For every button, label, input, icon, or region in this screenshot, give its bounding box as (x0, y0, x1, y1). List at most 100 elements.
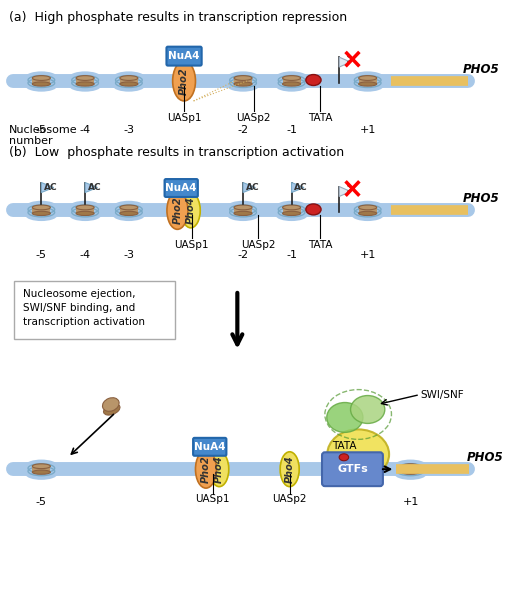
Text: TATA: TATA (308, 113, 332, 123)
Text: UASp2: UASp2 (236, 113, 271, 123)
Text: UASp1: UASp1 (196, 494, 230, 504)
Text: -5: -5 (36, 497, 47, 507)
Text: AC: AC (88, 183, 102, 192)
Text: UASp2: UASp2 (272, 494, 307, 504)
Text: -4: -4 (80, 250, 90, 260)
Bar (282, 208, 301, 214)
Bar (234, 78, 252, 84)
Polygon shape (339, 57, 351, 67)
Polygon shape (292, 182, 304, 193)
Ellipse shape (33, 205, 50, 210)
Text: SWI/SNF: SWI/SNF (420, 389, 464, 400)
Bar (120, 78, 138, 84)
Ellipse shape (196, 451, 216, 488)
Text: UASp1: UASp1 (174, 240, 209, 250)
Ellipse shape (327, 430, 389, 479)
Ellipse shape (120, 76, 138, 80)
FancyBboxPatch shape (165, 179, 198, 197)
Ellipse shape (234, 82, 252, 86)
Bar (76, 78, 94, 84)
Ellipse shape (181, 193, 200, 228)
Ellipse shape (306, 204, 321, 215)
Ellipse shape (359, 205, 377, 210)
Ellipse shape (327, 403, 363, 433)
Ellipse shape (280, 452, 299, 487)
Ellipse shape (33, 211, 50, 215)
Ellipse shape (210, 452, 229, 487)
Text: NuA4: NuA4 (168, 51, 200, 61)
Text: PHO5: PHO5 (463, 62, 499, 76)
Ellipse shape (104, 404, 120, 415)
Text: GTFs: GTFs (337, 464, 368, 474)
Bar (359, 78, 377, 84)
Text: (b)  Low  phosphate results in transcription activation: (b) Low phosphate results in transcripti… (9, 146, 344, 159)
Ellipse shape (33, 82, 50, 86)
Text: Nucleosome ejection,: Nucleosome ejection, (23, 289, 136, 299)
Text: Pho2: Pho2 (179, 67, 189, 95)
Text: -1: -1 (286, 125, 297, 135)
Bar (120, 208, 138, 214)
Ellipse shape (33, 76, 50, 80)
Text: Nucleosome: Nucleosome (9, 125, 78, 135)
Ellipse shape (33, 464, 50, 469)
Text: UASp2: UASp2 (241, 240, 275, 250)
Ellipse shape (234, 205, 252, 210)
Ellipse shape (167, 191, 188, 229)
Text: +1: +1 (360, 250, 376, 260)
Ellipse shape (76, 211, 94, 215)
Text: AC: AC (44, 183, 58, 192)
Bar (401, 466, 420, 472)
Ellipse shape (401, 464, 420, 469)
Ellipse shape (282, 211, 301, 215)
Ellipse shape (173, 61, 196, 101)
Text: Pho4: Pho4 (214, 455, 224, 483)
Text: -3: -3 (123, 125, 135, 135)
Text: AC: AC (295, 183, 308, 192)
Ellipse shape (120, 205, 138, 210)
FancyBboxPatch shape (14, 281, 175, 339)
Ellipse shape (359, 211, 377, 215)
Text: Pho4: Pho4 (284, 455, 295, 483)
Polygon shape (41, 182, 54, 193)
FancyBboxPatch shape (322, 452, 383, 486)
Bar (282, 78, 301, 84)
Text: TATA: TATA (308, 240, 332, 250)
Ellipse shape (120, 211, 138, 215)
Ellipse shape (282, 82, 301, 86)
Ellipse shape (359, 76, 377, 80)
Bar (234, 208, 252, 214)
Text: NuA4: NuA4 (166, 183, 197, 193)
Text: PHO5: PHO5 (463, 192, 499, 205)
Text: SWI/SNF binding, and: SWI/SNF binding, and (23, 303, 136, 313)
Polygon shape (243, 182, 256, 193)
Text: -2: -2 (237, 125, 248, 135)
Ellipse shape (103, 398, 119, 412)
Ellipse shape (306, 74, 321, 85)
Ellipse shape (401, 470, 420, 474)
Text: (a)  High phosphate results in transcription repression: (a) High phosphate results in transcript… (9, 11, 347, 25)
Text: NuA4: NuA4 (194, 442, 226, 452)
Text: PHO5: PHO5 (467, 451, 503, 464)
Text: +1: +1 (402, 497, 419, 507)
Text: number: number (9, 136, 53, 146)
Text: -1: -1 (286, 250, 297, 260)
Text: transcription activation: transcription activation (23, 317, 145, 327)
Text: -5: -5 (36, 250, 47, 260)
Bar (33, 466, 50, 472)
Text: -3: -3 (123, 250, 135, 260)
Ellipse shape (282, 205, 301, 210)
Bar (33, 208, 50, 214)
Polygon shape (339, 187, 351, 196)
Bar (76, 208, 94, 214)
Polygon shape (85, 182, 98, 193)
Text: -5: -5 (36, 125, 47, 135)
Ellipse shape (234, 76, 252, 80)
Ellipse shape (282, 76, 301, 80)
Text: +1: +1 (360, 125, 376, 135)
Text: -2: -2 (237, 250, 248, 260)
Ellipse shape (359, 82, 377, 86)
Text: AC: AC (246, 183, 260, 192)
Text: Pho2: Pho2 (172, 197, 182, 224)
Ellipse shape (351, 395, 385, 424)
Ellipse shape (339, 454, 348, 461)
